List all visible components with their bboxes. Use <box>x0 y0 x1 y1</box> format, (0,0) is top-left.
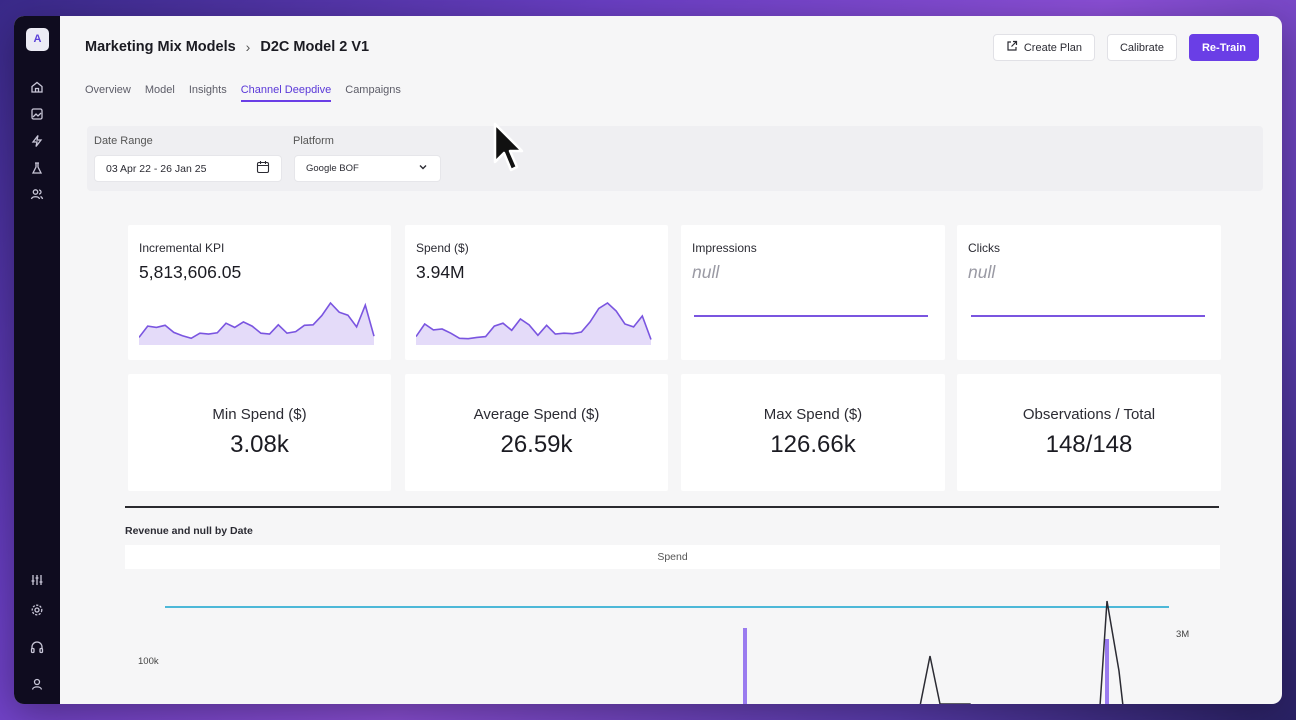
date-range-label: Date Range <box>94 135 153 147</box>
sidebar: A <box>14 16 60 704</box>
tab-model[interactable]: Model <box>144 84 175 96</box>
kpi-label: Spend ($) <box>416 241 469 255</box>
users-icon[interactable] <box>28 185 46 203</box>
platform-select[interactable]: Google BOF <box>294 155 441 182</box>
platform-label: Platform <box>293 135 334 147</box>
user-icon[interactable] <box>28 675 46 693</box>
sparkline-impressions <box>694 315 928 317</box>
right-axis-tick: 3M <box>1176 629 1190 640</box>
stat-average-spend: Average Spend ($) 26.59k <box>405 374 668 491</box>
external-link-icon <box>1006 40 1018 55</box>
kpi-card-clicks: Clicks null <box>957 225 1221 360</box>
retrain-button[interactable]: Re-Train <box>1188 34 1259 61</box>
stat-observations: Observations / Total 148/148 <box>957 374 1221 491</box>
tab-campaigns[interactable]: Campaigns <box>345 84 401 96</box>
workspace-logo[interactable]: A <box>26 28 49 51</box>
calibrate-button[interactable]: Calibrate <box>1106 34 1177 61</box>
stat-max-spend: Max Spend ($) 126.66k <box>681 374 945 491</box>
sparkline-spend <box>416 301 652 345</box>
left-axis-tick: 100k <box>138 656 159 667</box>
lightning-icon[interactable] <box>28 132 46 150</box>
tab-insights[interactable]: Insights <box>188 84 227 96</box>
sparkline-area <box>416 303 651 345</box>
chevron-down-icon <box>417 161 429 176</box>
date-range-value: 03 Apr 22 - 26 Jan 25 <box>106 162 207 175</box>
revenue-chart <box>165 600 1169 704</box>
kpi-label: Incremental KPI <box>139 241 225 255</box>
kpi-card-impressions: Impressions null <box>681 225 945 360</box>
kpi-value: null <box>692 262 720 282</box>
app-window: A Marketing Mix Models <box>14 16 1282 704</box>
sparkline-line <box>139 301 375 340</box>
sliders-icon[interactable] <box>28 571 46 589</box>
section-divider <box>125 506 1219 508</box>
stat-label: Observations / Total <box>1022 406 1156 423</box>
kpi-value: null <box>968 262 996 282</box>
platform-value: Google BOF <box>306 163 359 174</box>
spend-bar <box>1105 639 1109 704</box>
header-actions: Create Plan Calibrate Re-Train <box>992 34 1259 61</box>
kpi-value: 3.94M <box>416 262 465 282</box>
sparkline-line <box>416 301 652 340</box>
sparkline-clicks <box>971 315 1205 317</box>
spend-bar <box>743 628 747 704</box>
calendar-icon <box>256 160 270 177</box>
tab-channel-deepdive[interactable]: Channel Deepdive <box>240 84 332 102</box>
kpi-label: Impressions <box>692 241 757 255</box>
breadcrumb: Marketing Mix Models › D2C Model 2 V1 <box>85 39 369 55</box>
date-range-picker[interactable]: 03 Apr 22 - 26 Jan 25 <box>94 155 282 182</box>
filter-panel: Date Range 03 Apr 22 - 26 Jan 25 Platfor… <box>87 126 1263 191</box>
kpi-card-incremental: Incremental KPI 5,813,606.05 <box>128 225 391 360</box>
breadcrumb-root[interactable]: Marketing Mix Models <box>85 39 236 55</box>
sparkline-area <box>139 303 374 345</box>
stat-value: 3.08k <box>230 431 289 458</box>
stat-label: Average Spend ($) <box>473 406 600 423</box>
stat-value: 26.59k <box>500 431 573 458</box>
kpi-label: Clicks <box>968 241 1000 255</box>
stat-label: Max Spend ($) <box>763 406 863 423</box>
create-plan-label: Create Plan <box>1023 41 1082 54</box>
create-plan-button[interactable]: Create Plan <box>992 34 1095 61</box>
mouse-cursor-icon <box>493 122 529 181</box>
chart-legend[interactable]: Spend <box>125 545 1220 569</box>
headphones-icon[interactable] <box>28 638 46 656</box>
stat-min-spend: Min Spend ($) 3.08k <box>128 374 391 491</box>
image-icon[interactable] <box>28 105 46 123</box>
tab-overview[interactable]: Overview <box>85 84 131 96</box>
kpi-card-spend: Spend ($) 3.94M <box>405 225 668 360</box>
sparkline-incremental <box>139 301 375 345</box>
breadcrumb-separator: › <box>245 39 251 55</box>
null-series-line <box>1099 600 1124 704</box>
tab-bar: Overview Model Insights Channel Deepdive… <box>85 84 401 102</box>
chart-title: Revenue and null by Date <box>125 525 253 537</box>
stat-label: Min Spend ($) <box>212 406 307 423</box>
gear-icon[interactable] <box>28 601 46 619</box>
flask-icon[interactable] <box>28 159 46 177</box>
kpi-value: 5,813,606.05 <box>139 262 242 282</box>
null-series-line <box>919 655 971 704</box>
home-icon[interactable] <box>28 78 46 96</box>
stat-value: 148/148 <box>1045 431 1133 458</box>
breadcrumb-current: D2C Model 2 V1 <box>260 39 370 55</box>
main-content: Marketing Mix Models › D2C Model 2 V1 Cr… <box>60 16 1282 704</box>
stat-value: 126.66k <box>770 431 856 458</box>
